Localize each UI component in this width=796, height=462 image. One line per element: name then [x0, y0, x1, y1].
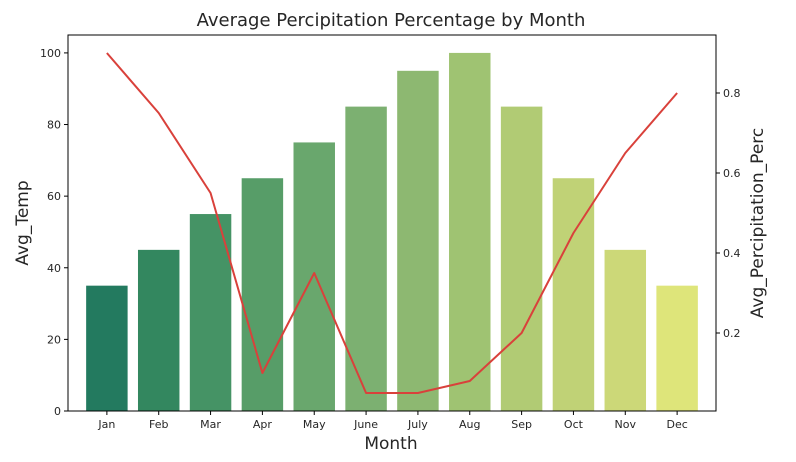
y2-tick-label: 0.2	[723, 327, 741, 340]
x-tick-label: July	[407, 418, 428, 431]
x-tick-label: Nov	[615, 418, 637, 431]
plot-frame	[67, 34, 717, 412]
x-tick-label: Oct	[564, 418, 584, 431]
bar-mar	[189, 214, 232, 411]
bar-nov	[604, 249, 647, 411]
bar-jan	[86, 285, 128, 411]
x-tick-label: Sep	[511, 418, 532, 431]
y2-tick-label: 0.6	[723, 167, 741, 180]
bar-july	[397, 70, 439, 412]
bar-apr	[241, 178, 284, 411]
x-axis: Jan Feb Mar Apr May June July Aug Sep Oct Nov Dec	[97, 411, 688, 431]
y-tick-label: 0	[54, 405, 61, 418]
chart-title: Average Percipitation Percentage by Mont…	[197, 10, 586, 31]
y-tick-label: 60	[47, 190, 61, 203]
bar-may	[293, 142, 335, 411]
y-tick-label: 20	[47, 333, 61, 346]
x-tick-label: Apr	[253, 418, 273, 431]
y-axis-label: Avg_Temp	[13, 180, 33, 265]
x-tick-label: May	[303, 418, 326, 431]
y-axis-right: 0.2 0.4 0.6 0.8	[716, 87, 741, 340]
x-tick-label: Feb	[149, 418, 168, 431]
y-axis-left: 0 20 40 60 80 100	[40, 47, 68, 418]
bar-oct	[552, 178, 595, 411]
bar-aug	[449, 52, 491, 412]
bars	[86, 52, 698, 412]
series-line-precipitation	[106, 52, 678, 394]
y-axis-right-label: Avg_Percipitation_Perc	[748, 128, 768, 319]
x-tick-label: June	[353, 418, 378, 431]
bar-sep	[500, 106, 543, 411]
y-tick-label: 40	[47, 262, 61, 275]
bar-june	[345, 106, 387, 411]
y-tick-label: 100	[40, 47, 61, 60]
y-tick-label: 80	[47, 119, 61, 132]
bar-dec	[656, 285, 698, 411]
bar-feb	[137, 249, 180, 411]
x-tick-label: Mar	[200, 418, 221, 431]
x-tick-label: Jan	[97, 418, 115, 431]
y2-tick-label: 0.8	[723, 87, 741, 100]
x-tick-label: Aug	[459, 418, 480, 431]
y2-tick-label: 0.4	[723, 247, 741, 260]
x-axis-label: Month	[364, 434, 417, 454]
x-tick-label: Dec	[666, 418, 687, 431]
